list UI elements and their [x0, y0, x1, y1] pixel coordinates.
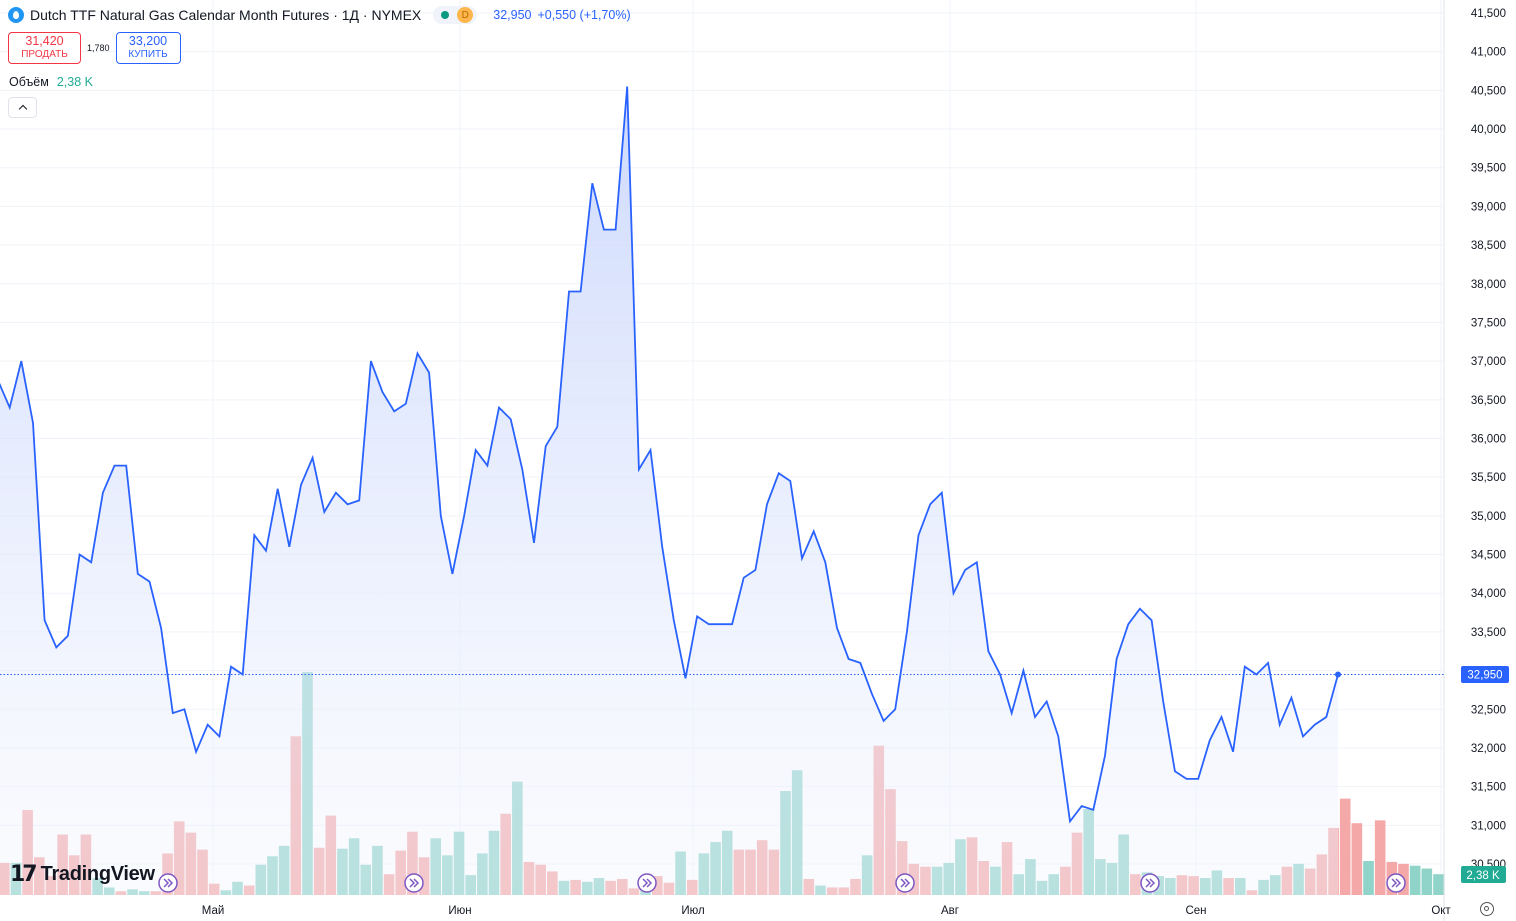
price-tick-label: 32,500	[1471, 704, 1506, 716]
price-change: +0,550 (+1,70%)	[537, 8, 631, 22]
last-price: 32,950	[493, 8, 532, 22]
price-tick-label: 36,500	[1471, 395, 1506, 407]
price-tick-label: 31,000	[1471, 820, 1506, 832]
volume-bar	[1409, 865, 1421, 895]
chevron-up-icon	[18, 104, 27, 114]
price-tick-label: 39,500	[1471, 163, 1506, 175]
time-axis[interactable]: Май Июн Июл Авг Сен Окт	[202, 905, 1452, 917]
price-tick-label: 41,000	[1471, 47, 1506, 59]
price-tick-label: 33,500	[1471, 627, 1506, 639]
chart-legend: Dutch TTF Natural Gas Calendar Month Fut…	[8, 6, 631, 24]
svg-text:32,950: 32,950	[1467, 669, 1502, 681]
volume-legend: Объём 2,38 K	[9, 75, 93, 89]
price-tick-label: 37,000	[1471, 356, 1506, 368]
dividend-event-icon[interactable]	[895, 873, 915, 893]
tradingview-mark-icon: 17	[10, 862, 38, 887]
settings-gear-icon[interactable]	[1480, 902, 1494, 916]
volume-bar	[1339, 798, 1351, 895]
price-tick-label: 31,500	[1471, 782, 1506, 794]
price-area-fill	[0, 86, 1338, 895]
volume-bar	[1433, 874, 1444, 895]
market-open-dot-icon	[441, 11, 450, 19]
sell-label: ПРОДАТЬ	[21, 49, 68, 60]
volume-value: 2,38 K	[56, 75, 93, 89]
price-tick-label: 41,500	[1471, 8, 1506, 20]
delayed-data-badge: D	[457, 7, 474, 23]
volume-bar	[1351, 823, 1363, 895]
price-tick-label: 38,500	[1471, 240, 1506, 252]
buy-label: КУПИТЬ	[128, 49, 168, 60]
time-tick-label: Июл	[681, 905, 704, 917]
buy-price: 33,200	[128, 34, 168, 48]
last-price-dot	[1335, 671, 1341, 678]
time-tick-label: Окт	[1431, 905, 1451, 917]
market-status-pill[interactable]: D	[433, 6, 478, 24]
spread-value: 1,780	[87, 43, 110, 53]
price-tick-label: 38,000	[1471, 279, 1506, 291]
price-tick-label: 32,000	[1471, 743, 1506, 755]
price-line-series	[0, 86, 1339, 824]
last-price-badge: 32,950	[1461, 665, 1509, 683]
price-tick-label: 40,000	[1471, 124, 1506, 136]
price-tick-label: 37,500	[1471, 317, 1506, 329]
dividend-event-icon[interactable]	[1386, 873, 1406, 893]
volume-bar	[1363, 860, 1374, 895]
trade-panel: 31,420 ПРОДАТЬ 1,780 33,200 КУПИТЬ	[8, 32, 181, 64]
sell-price: 31,420	[25, 34, 64, 48]
symbol-title[interactable]: Dutch TTF Natural Gas Calendar Month Fut…	[30, 7, 422, 23]
sell-button[interactable]: 31,420 ПРОДАТЬ	[8, 32, 81, 64]
time-tick-label: Июн	[448, 905, 471, 917]
tradingview-wordmark: TradingView	[40, 863, 155, 885]
price-tick-label: 36,000	[1471, 434, 1506, 446]
dividend-event-icon[interactable]	[404, 873, 424, 893]
volume-bar	[1421, 868, 1433, 895]
price-tick-label: 40,500	[1471, 85, 1506, 97]
svg-text:2,38 K: 2,38 K	[1466, 870, 1500, 882]
price-tick-label: 39,000	[1471, 201, 1506, 213]
dividend-event-icon[interactable]	[158, 873, 178, 893]
dividend-event-icon[interactable]	[637, 873, 657, 893]
price-tick-label: 34,500	[1471, 550, 1506, 562]
collapse-legend-button[interactable]	[8, 97, 37, 118]
gas-drop-icon	[8, 7, 24, 23]
tradingview-logo[interactable]: 17 TradingView	[10, 862, 155, 887]
time-tick-label: Май	[202, 905, 225, 917]
price-tick-label: 34,000	[1471, 588, 1506, 600]
event-markers[interactable]	[158, 873, 1406, 893]
price-axis-background[interactable]	[1445, 0, 1516, 921]
time-tick-label: Авг	[941, 905, 959, 917]
price-tick-label: 35,500	[1471, 472, 1506, 484]
volume-badge: 2,38 K	[1461, 866, 1506, 883]
price-tick-label: 35,000	[1471, 511, 1506, 523]
volume-bar	[1374, 820, 1386, 895]
time-tick-label: Сен	[1185, 905, 1206, 917]
dividend-event-icon[interactable]	[1140, 873, 1160, 893]
volume-label: Объём	[9, 75, 49, 89]
buy-button[interactable]: 33,200 КУПИТЬ	[115, 32, 181, 64]
